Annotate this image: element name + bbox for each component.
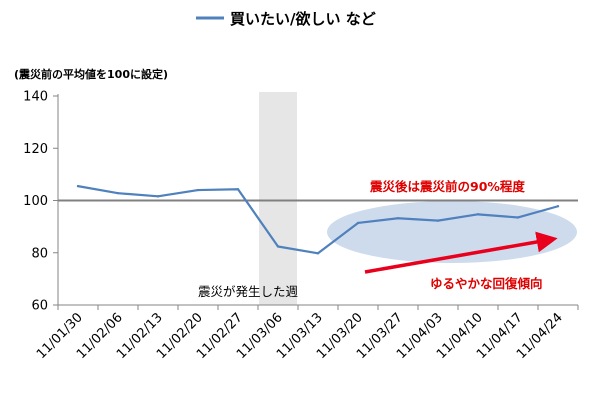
data-point bbox=[276, 245, 280, 248]
data-point bbox=[76, 184, 80, 188]
data-point bbox=[156, 195, 160, 198]
data-point bbox=[356, 221, 360, 225]
series-points bbox=[76, 184, 560, 255]
y-tick-label: 140 bbox=[23, 90, 48, 105]
legend: 買いたい/欲しい など bbox=[196, 10, 376, 28]
y-tick-label: 80 bbox=[31, 246, 48, 261]
annotation-earthquake-week: 震災が発生した週 bbox=[198, 284, 299, 299]
data-point bbox=[196, 188, 200, 192]
data-point bbox=[556, 205, 560, 208]
data-point bbox=[316, 252, 320, 255]
annotation-level: 震災後は震災前の90%程度 bbox=[369, 179, 525, 194]
data-point bbox=[116, 191, 120, 195]
y-tick-group: 60 80 100 120 140 bbox=[23, 90, 58, 314]
data-point bbox=[476, 213, 480, 216]
data-point bbox=[236, 188, 240, 191]
y-unit-note: (震災前の平均値を100に設定) bbox=[14, 67, 168, 81]
annotation-trend: ゆるやかな回復傾向 bbox=[430, 276, 543, 291]
recovery-highlight-ellipse bbox=[327, 201, 577, 263]
data-point bbox=[436, 219, 440, 222]
trend-arrow bbox=[364, 231, 558, 274]
x-tick-group: 11/01/3011/02/0611/02/1311/02/2011/02/27… bbox=[34, 305, 579, 362]
y-tick-label: 120 bbox=[23, 142, 48, 157]
legend-label: 買いたい/欲しい など bbox=[230, 10, 376, 28]
y-tick-label: 60 bbox=[31, 299, 48, 314]
data-point bbox=[516, 216, 520, 219]
data-point bbox=[396, 217, 400, 220]
y-tick-label: 100 bbox=[23, 194, 48, 209]
earthquake-week-shade bbox=[259, 92, 297, 305]
